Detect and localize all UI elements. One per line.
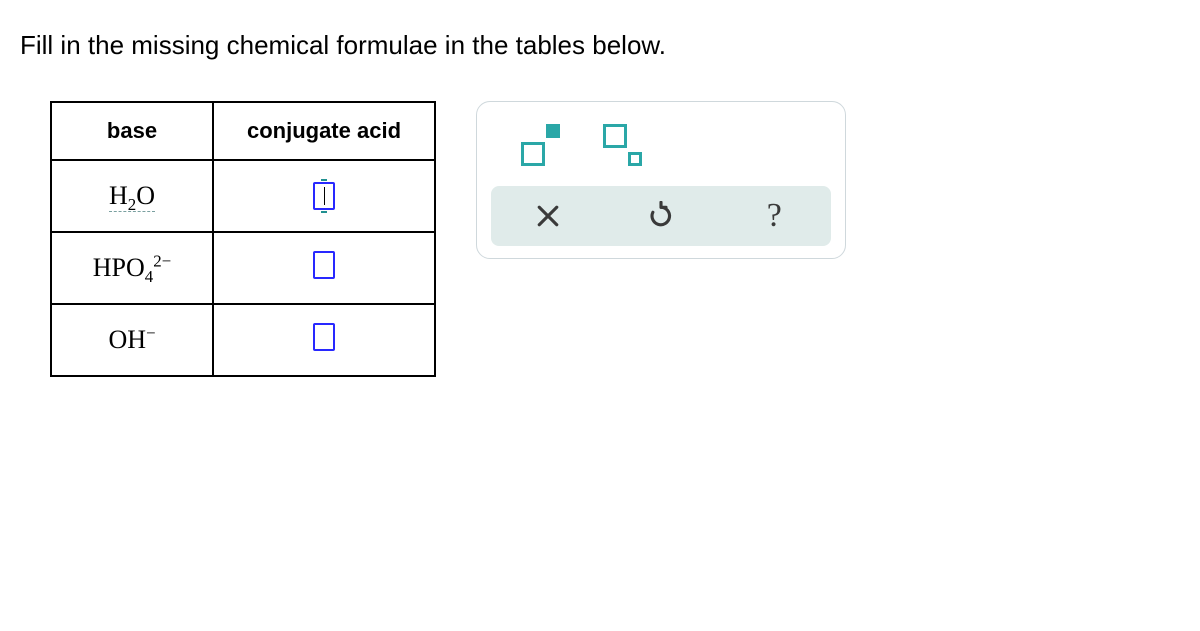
page: Fill in the missing chemical formulae in… <box>0 0 1200 397</box>
superscript-button[interactable] <box>521 124 563 166</box>
table-body: H2O HPO42− OH− <box>51 160 435 376</box>
header-base: base <box>51 102 213 160</box>
formula: HPO42− <box>93 253 171 282</box>
acid-cell[interactable] <box>213 304 435 376</box>
help-icon: ? <box>767 197 782 235</box>
base-cell: HPO42− <box>51 232 213 304</box>
answer-input-empty[interactable] <box>313 323 335 351</box>
undo-icon <box>646 201 676 231</box>
clear-button[interactable] <box>528 196 568 236</box>
close-icon <box>533 201 563 231</box>
acid-cell[interactable] <box>213 160 435 232</box>
reset-button[interactable] <box>641 196 681 236</box>
base-cell: OH− <box>51 304 213 376</box>
tool-panel: ? <box>476 101 846 259</box>
header-conjugate-acid: conjugate acid <box>213 102 435 160</box>
formula: OH− <box>108 325 155 354</box>
base-cell: H2O <box>51 160 213 232</box>
table-row: HPO42− <box>51 232 435 304</box>
help-button[interactable]: ? <box>754 196 794 236</box>
action-bar: ? <box>491 186 831 246</box>
subscript-button[interactable] <box>603 124 645 166</box>
acid-cell[interactable] <box>213 232 435 304</box>
content-row: base conjugate acid H2O HPO42− <box>50 101 1180 377</box>
question-prompt: Fill in the missing chemical formulae in… <box>20 30 1180 61</box>
table-row: H2O <box>51 160 435 232</box>
answer-input-empty[interactable] <box>313 251 335 279</box>
formula-table: base conjugate acid H2O HPO42− <box>50 101 436 377</box>
format-tools-row <box>491 118 831 186</box>
formula: H2O <box>109 181 155 212</box>
table-row: OH− <box>51 304 435 376</box>
answer-input-active[interactable] <box>313 182 335 210</box>
